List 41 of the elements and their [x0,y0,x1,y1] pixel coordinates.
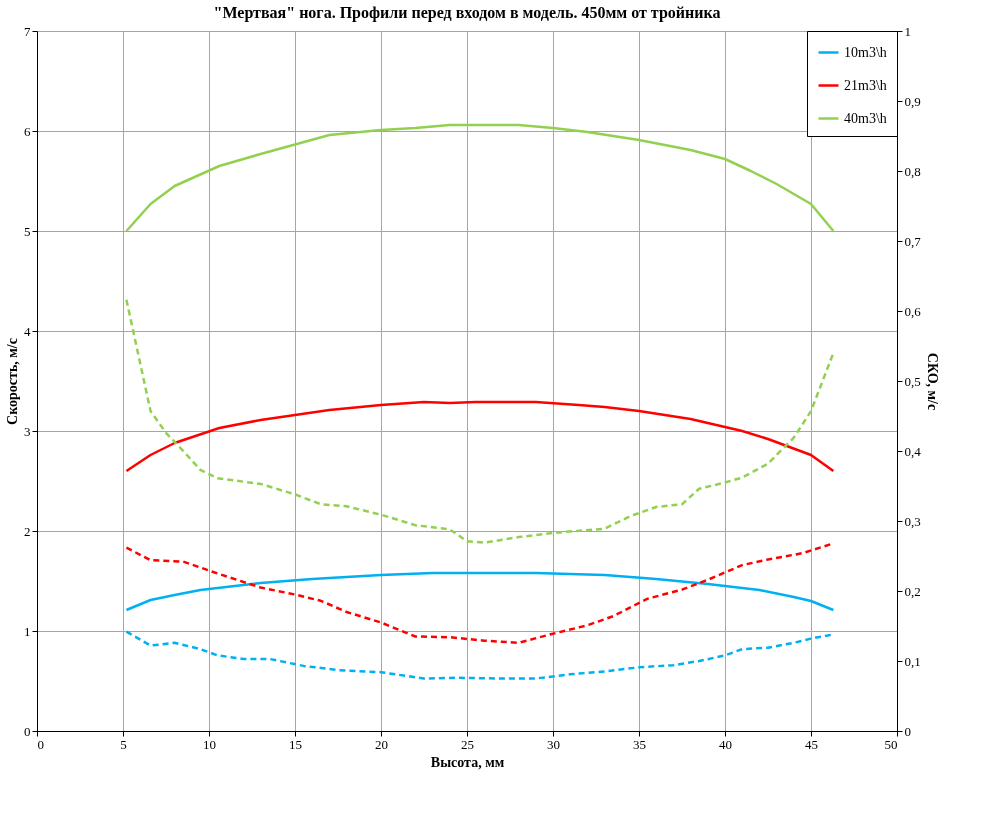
y-tick-label: 3 [24,423,31,439]
x-tick-label: 45 [805,736,818,752]
y-tick-label: 6 [24,123,31,139]
y2-tick-label: 1 [904,23,911,39]
y2-axis-title: СКО, м/с [924,352,940,411]
x-tick-label: 15 [289,736,302,752]
x-tick-label: 50 [884,736,898,752]
y2-tick-label: 0,2 [904,583,921,599]
x-axis-title: Высота, мм [430,754,505,770]
y2-tick-label: 0,3 [904,513,921,529]
y2-tick-label: 0,7 [904,233,922,249]
y-tick-label: 1 [24,623,31,639]
y2-tick-label: 0,1 [904,653,921,669]
x-tick-label: 0 [37,736,44,752]
y-tick-label: 7 [24,23,31,39]
y-axis-title: Скорость, м/с [5,338,20,425]
line-series [125,298,835,544]
line-series [125,571,835,612]
y2-tick-label: 0,6 [904,303,922,319]
x-tick-label: 25 [461,736,474,752]
y2-tick-label: 0,9 [904,93,921,109]
y2-tick-label: 0,4 [904,443,922,459]
x-tick-label: 30 [547,736,560,752]
y2-tick-label: 0,8 [904,163,921,179]
x-tick-label: 35 [633,736,646,752]
line-series [125,400,835,473]
y-tick-label: 4 [24,323,31,339]
line-series [125,123,835,233]
y2-tick-label: 0,5 [904,373,921,389]
legend-label: 10m3\h [844,44,887,60]
legend-label: 21m3\h [844,77,887,93]
chart-title: "Мертвая" нога. Профили перед входом в модель. 450мм от тройника [213,4,721,22]
x-tick-label: 5 [120,736,127,752]
y-tick-label: 2 [24,523,31,539]
y-tick-label: 0 [24,723,31,739]
x-tick-label: 20 [375,736,388,752]
x-tick-label: 10 [203,736,216,752]
y2-tick-label: 0 [904,723,911,739]
legend-label: 40m3\h [844,110,887,126]
y-tick-label: 5 [24,223,31,239]
x-tick-label: 40 [719,736,732,752]
